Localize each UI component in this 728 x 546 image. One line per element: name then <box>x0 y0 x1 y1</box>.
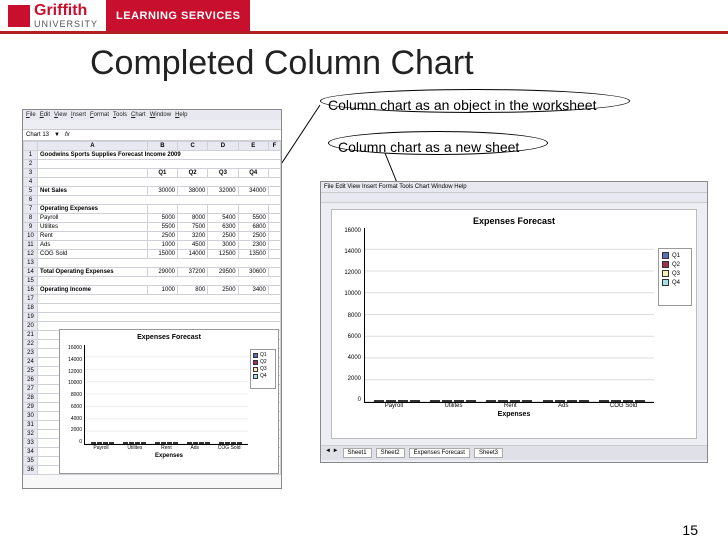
annotation-object: Column chart as an object in the workshe… <box>328 97 596 113</box>
header: Griffith UNIVERSITY LEARNING SERVICES <box>0 0 728 34</box>
sheet-tabs[interactable]: ◄ ► Sheet1Sheet2Expenses ForecastSheet3 <box>321 445 707 460</box>
logo-mark-icon <box>8 5 30 27</box>
embedded-x-title: Expenses <box>60 451 278 459</box>
big-legend: Q1Q2Q3Q4 <box>658 248 692 306</box>
content-area: Column chart as an object in the workshe… <box>0 91 728 531</box>
embedded-legend: Q1Q2Q3Q4 <box>250 349 276 389</box>
chart-sheet-menubar[interactable]: File Edit View Insert Format Tools Chart… <box>321 182 707 193</box>
big-y-axis: 1600014000120001000080006000400020000 <box>332 228 364 403</box>
learning-services-badge: LEARNING SERVICES <box>106 0 250 31</box>
big-chart-title: Expenses Forecast <box>332 210 696 228</box>
logo: Griffith UNIVERSITY <box>0 0 106 31</box>
page-number: 15 <box>682 522 698 538</box>
embedded-y-axis: 1600014000120001000080006000400020000 <box>60 345 84 445</box>
chart-sheet-area[interactable]: Expenses Forecast 1600014000120001000080… <box>331 209 697 439</box>
logo-name: Griffith <box>34 3 98 19</box>
slide-title: Completed Column Chart <box>0 34 728 91</box>
name-box[interactable]: Chart 13 ▼ fx <box>23 130 281 141</box>
embedded-chart-title: Expenses Forecast <box>60 330 278 345</box>
logo-subtitle: UNIVERSITY <box>34 19 98 29</box>
big-x-title: Expenses <box>332 409 696 418</box>
spreadsheet-panel: FileEditViewInsertFormatToolsChartWindow… <box>22 109 282 489</box>
sheet-toolbar[interactable] <box>23 120 281 130</box>
embedded-plot <box>84 345 248 445</box>
big-plot <box>364 228 654 403</box>
chart-sheet-toolbar[interactable] <box>321 193 707 203</box>
chart-sheet-panel: File Edit View Insert Format Tools Chart… <box>320 181 708 463</box>
annotation-newsheet: Column chart as a new sheet <box>338 139 519 155</box>
sheet-menubar[interactable]: FileEditViewInsertFormatToolsChartWindow… <box>23 110 281 120</box>
embedded-chart[interactable]: Expenses Forecast 1600014000120001000080… <box>59 329 279 474</box>
